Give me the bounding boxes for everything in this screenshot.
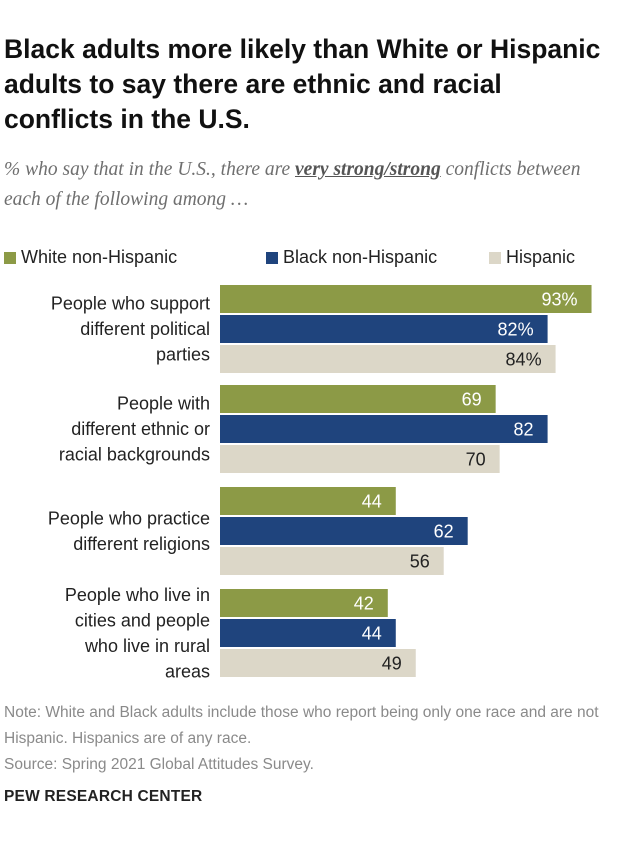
legend-item-white: White non-Hispanic	[4, 247, 177, 268]
bar-hispanic	[220, 445, 500, 473]
legend-item-black: Black non-Hispanic	[266, 247, 437, 268]
category-label-line: People who practice	[48, 508, 210, 528]
legend-label-hispanic: Hispanic	[506, 247, 576, 267]
bar-value-label: 82%	[498, 320, 534, 340]
bar-value-label: 56	[410, 552, 430, 572]
bar-value-label: 82	[514, 420, 534, 440]
bar-value-label: 44	[362, 492, 382, 512]
category-label-line: People with	[117, 394, 210, 414]
category-label: People with different ethnic or racial bac…	[59, 394, 210, 465]
legend-swatch-black	[266, 251, 278, 264]
category-label: People who support different political par…	[51, 294, 210, 365]
source-text: Source: Spring 2021 Global Attitudes Sur…	[4, 756, 314, 773]
legend-label-black: Black non-Hispanic	[283, 247, 438, 267]
bar-hispanic	[220, 649, 416, 677]
chart-note: Note: White and Black adults include tho…	[4, 700, 614, 778]
bar-black	[220, 315, 548, 343]
top-rule	[0, 0, 620, 4]
bar-value-label: 42	[354, 594, 374, 614]
bar-value-label: 70	[466, 450, 486, 470]
category-label-line: People who live in	[65, 585, 210, 605]
bar-hispanic	[220, 345, 556, 373]
subtitle-emphasis: very strong/strong	[295, 159, 441, 180]
bar-black	[220, 517, 468, 545]
category-label-line: areas	[165, 661, 210, 681]
bar-value-label: 93%	[542, 290, 578, 310]
category-label: People who practice different religions	[48, 508, 210, 554]
bar-value-label: 62	[434, 522, 454, 542]
chart-subtitle: % who say that in the U.S., there are ve…	[4, 155, 616, 215]
bar-value-label: 49	[382, 654, 402, 674]
chart-legend: White non-Hispanic Black non-Hispanic Hi…	[0, 247, 620, 275]
subtitle-text-end: conflicts between each of the following …	[4, 159, 581, 210]
category-label-line: People who support	[51, 294, 210, 314]
category-label-line: racial backgrounds	[59, 445, 210, 465]
bar-value-label: 44	[362, 624, 382, 644]
bar-value-label: 69	[462, 390, 482, 410]
chart-title: Black adults more likely than White or H…	[4, 34, 601, 134]
category-label-line: different political	[80, 319, 210, 339]
category-label-line: parties	[156, 345, 210, 365]
legend-item-hispanic: Hispanic	[489, 247, 575, 268]
bar-white	[220, 589, 388, 617]
subtitle-text: % who say that in the U.S., there are	[4, 159, 296, 180]
legend-label-white: White non-Hispanic	[21, 247, 178, 267]
category-label-line: cities and people	[75, 610, 210, 630]
legend-swatch-hispanic	[489, 251, 501, 264]
legend-swatch-white	[4, 251, 16, 264]
bar-value-label: 84%	[506, 350, 542, 370]
note-text: Note: White and Black adults include tho…	[4, 704, 599, 747]
category-label: People who live in cities and people who l…	[65, 585, 210, 682]
bar-white	[220, 487, 396, 515]
bar-black	[220, 415, 548, 443]
category-label-line: different religions	[73, 534, 210, 554]
footer-credit: PEW RESEARCH CENTER	[4, 788, 203, 805]
bar-white	[220, 385, 496, 413]
category-label-line: different ethnic or	[71, 419, 210, 439]
bar-black	[220, 619, 396, 647]
category-label-line: who live in rural	[84, 636, 210, 656]
bar-hispanic	[220, 547, 444, 575]
bar-white	[220, 285, 592, 313]
